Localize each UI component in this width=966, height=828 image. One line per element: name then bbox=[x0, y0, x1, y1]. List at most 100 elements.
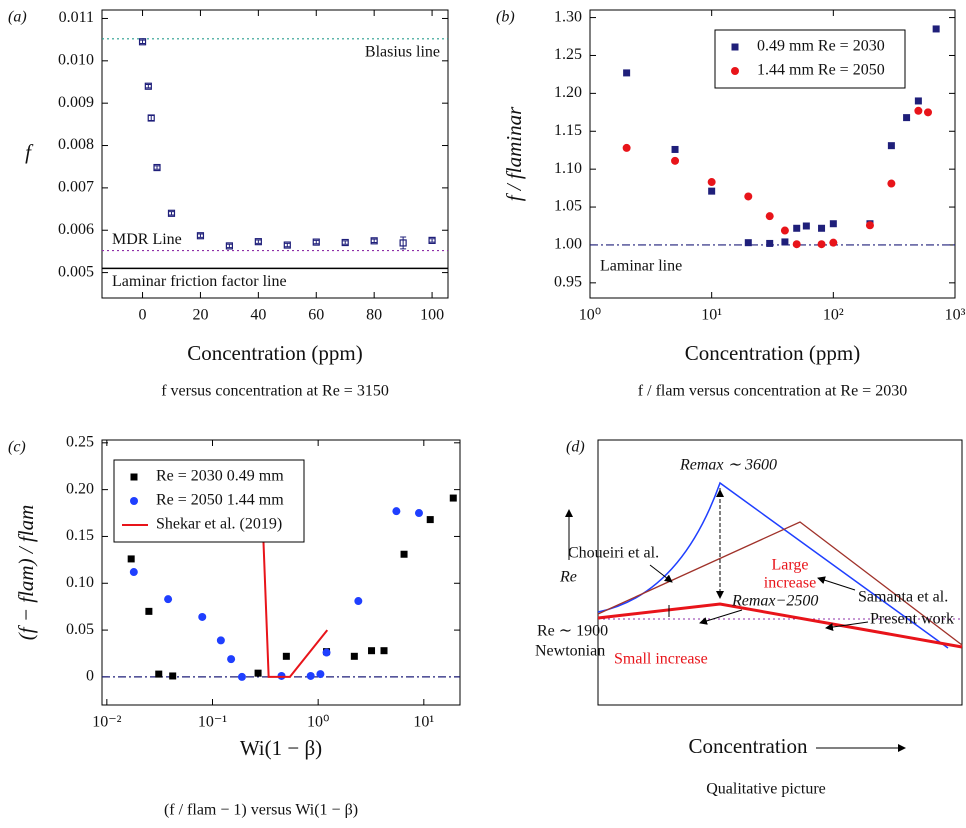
y-tick-label: 1.05 bbox=[554, 198, 582, 215]
x-tick-label: 10⁰ bbox=[579, 307, 601, 324]
point bbox=[708, 187, 716, 195]
reference-label: Laminar friction factor line bbox=[112, 273, 287, 290]
point bbox=[341, 238, 349, 247]
y-tick-label: 1.25 bbox=[554, 46, 582, 63]
y-tick-label: 1.00 bbox=[554, 236, 582, 253]
point bbox=[829, 238, 838, 247]
error-bar bbox=[168, 211, 175, 216]
legend-label: Re = 2030 0.49 mm bbox=[156, 468, 284, 485]
caption: f / flam versus concentration at Re = 20… bbox=[638, 383, 907, 400]
point bbox=[225, 242, 233, 250]
point bbox=[924, 108, 933, 117]
reference-label: Blasius line bbox=[365, 43, 440, 60]
point bbox=[829, 220, 837, 228]
point bbox=[428, 236, 436, 244]
panel: 0 20 40 60 80 100 0.005 0.006 0.007 0.008 0.009 0.0… bbox=[8, 9, 449, 400]
point bbox=[793, 224, 801, 232]
x-tick-label: 0 bbox=[139, 307, 147, 324]
panel-label: (d) bbox=[566, 439, 585, 456]
annotation: increase bbox=[764, 575, 816, 592]
x-tick-label: 10¹ bbox=[413, 714, 434, 731]
point bbox=[167, 209, 176, 217]
legend-frame bbox=[113, 459, 305, 543]
error-bar bbox=[154, 165, 161, 170]
legend-label: Shekar et al. (2019) bbox=[156, 516, 282, 533]
panel-label: (b) bbox=[496, 9, 515, 26]
point bbox=[818, 224, 826, 232]
point bbox=[306, 671, 315, 680]
annotation: Present work bbox=[870, 611, 954, 628]
y-tick-label: 0.005 bbox=[58, 263, 94, 280]
legend-label: 0.49 mm Re = 2030 bbox=[757, 38, 885, 55]
point bbox=[153, 163, 161, 172]
point bbox=[144, 82, 152, 90]
point bbox=[765, 212, 774, 221]
point bbox=[426, 516, 434, 524]
point bbox=[155, 670, 163, 678]
point bbox=[237, 672, 246, 681]
pointer-arrow bbox=[699, 609, 743, 625]
panel: 10⁰ 10¹ 10² 10³ 0.95 1.00 1.05 1.10 1.15 1.20 1.25… bbox=[496, 8, 966, 399]
point bbox=[282, 652, 290, 660]
point bbox=[887, 142, 895, 150]
annotation: Small increase bbox=[614, 651, 708, 668]
x-tick-label: 60 bbox=[308, 307, 324, 324]
x-axis-label: Concentration (ppm) bbox=[187, 341, 363, 365]
line bbox=[261, 527, 329, 678]
point bbox=[129, 568, 138, 577]
annotation: Large bbox=[771, 557, 808, 574]
error-bar bbox=[371, 238, 378, 244]
y-tick-label: 0.009 bbox=[58, 94, 94, 111]
point bbox=[780, 226, 789, 235]
point bbox=[380, 647, 388, 655]
y-axis-label: (f − flam) / flam bbox=[14, 505, 38, 641]
y-axis-label: f / flaminar bbox=[502, 106, 526, 201]
caption: Qualitative picture bbox=[706, 781, 826, 798]
annotation: Newtonian bbox=[535, 643, 605, 660]
error-bar bbox=[197, 233, 204, 238]
x-axis-label: Concentration (ppm) bbox=[685, 341, 861, 365]
point bbox=[316, 670, 325, 679]
y-tick-label: 1.20 bbox=[554, 84, 582, 101]
point bbox=[623, 69, 631, 77]
plot-frame bbox=[597, 439, 963, 706]
panel-label: (c) bbox=[8, 439, 26, 456]
x-tick-label: 100 bbox=[420, 307, 444, 324]
point bbox=[766, 239, 774, 247]
point bbox=[138, 38, 147, 46]
samanta-curve bbox=[597, 521, 963, 646]
annotation: Re ∼ 1900 bbox=[537, 623, 608, 640]
legend-swatch bbox=[130, 473, 138, 481]
y-tick-label: 0.15 bbox=[66, 527, 94, 544]
pointer-arrow bbox=[817, 576, 856, 591]
y-tick-label: 1.10 bbox=[554, 160, 582, 177]
y-tick-label: 0.10 bbox=[66, 574, 94, 591]
error-bar bbox=[255, 239, 262, 244]
legend-label: Re = 2050 1.44 mm bbox=[156, 492, 284, 509]
error-bar bbox=[400, 236, 407, 250]
y-tick-label: 0.007 bbox=[58, 179, 94, 196]
reference-label: Laminar line bbox=[600, 258, 682, 275]
caption: (f / flam − 1) versus Wi(1 − β) bbox=[164, 802, 358, 819]
legend-swatch bbox=[731, 43, 739, 51]
annotation: Choueiri et al. bbox=[568, 545, 659, 562]
legend-frame bbox=[714, 29, 906, 89]
x-tick-label: 10⁻¹ bbox=[198, 714, 227, 731]
point bbox=[254, 238, 262, 246]
point bbox=[322, 648, 331, 657]
point bbox=[227, 655, 236, 664]
point bbox=[145, 607, 153, 615]
error-bar bbox=[342, 240, 349, 245]
point bbox=[914, 106, 923, 115]
point bbox=[198, 612, 207, 621]
point bbox=[932, 25, 940, 33]
legend-swatch bbox=[731, 67, 739, 75]
y-tick-label: 0.25 bbox=[66, 433, 94, 450]
choueiri-curve bbox=[597, 481, 949, 649]
point bbox=[127, 555, 135, 563]
x-tick-label: 10² bbox=[823, 307, 844, 324]
y-tick-label: 0.05 bbox=[66, 621, 94, 638]
point bbox=[169, 672, 177, 680]
point bbox=[196, 232, 205, 240]
